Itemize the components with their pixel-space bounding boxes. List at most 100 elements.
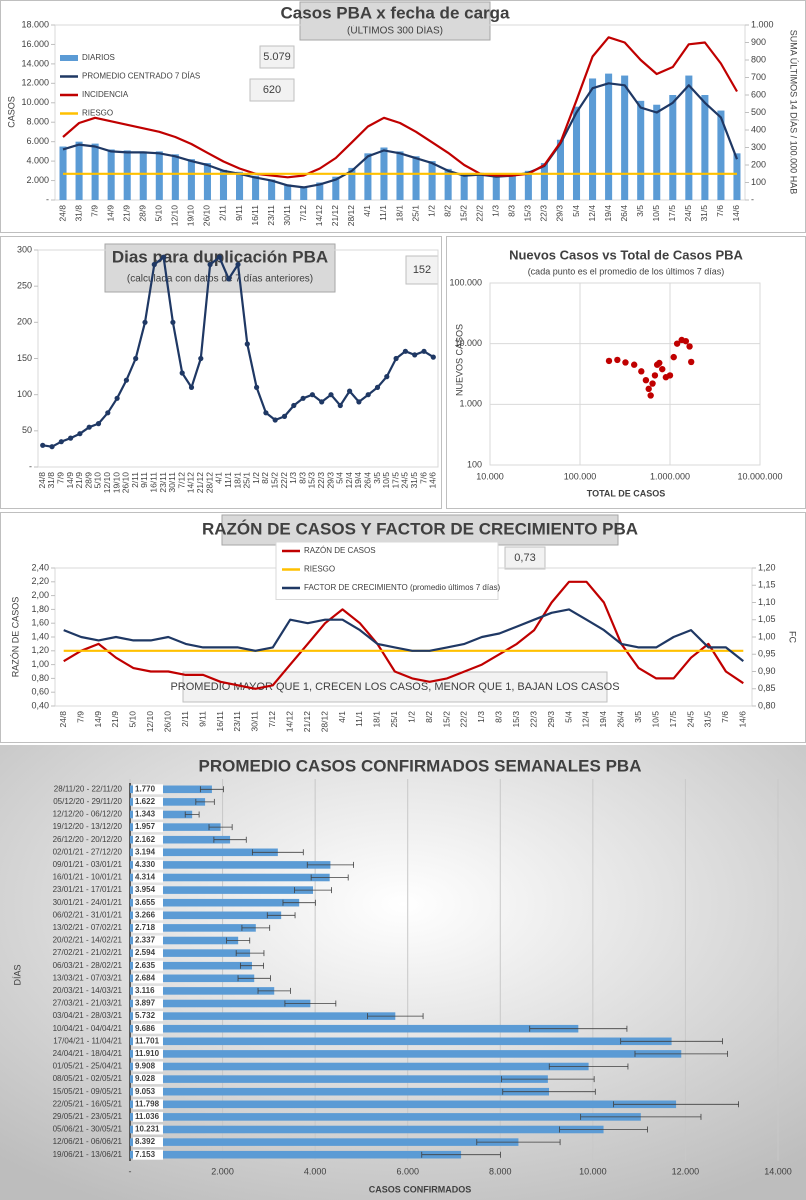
bar (130, 1150, 462, 1159)
value-label: 11.910 (135, 1049, 160, 1058)
value-label: 4.314 (135, 873, 156, 882)
x-tick-label: 8/3 (494, 711, 504, 723)
error-bar (241, 924, 271, 931)
x-tick-label: 4/1 (337, 711, 347, 723)
bar (91, 143, 99, 200)
value-label-box (133, 960, 163, 971)
x-tick-label: 2/11 (130, 472, 140, 488)
ratio-chart: RAZÓN DE CASOS Y FACTOR DE CRECIMIENTO P… (0, 512, 806, 743)
chart-title: Casos PBA x fecha de carga (281, 3, 511, 22)
y-tick-label: 16/01/21 - 10/01/21 (53, 873, 123, 882)
y-tick-label: 27/02/21 - 21/02/21 (53, 948, 123, 957)
x-axis-label: CASOS CONFIRMADOS (369, 1184, 472, 1194)
value-label-box (133, 1124, 163, 1135)
y-axis-label: NUEVOS CASOS (454, 324, 464, 396)
annotation-box (504, 546, 546, 570)
y-tick-label: 09/01/21 - 03/01/21 (53, 860, 123, 869)
x-tick-label: 21/12 (302, 711, 312, 733)
y-tick-label: 28/11/20 - 22/11/20 (54, 784, 123, 793)
point (605, 357, 613, 365)
cases-chart: Casos PBA x fecha de carga (ÚLTIMOS 300 D… (0, 0, 806, 233)
error-bar (548, 1063, 629, 1070)
y-tick-label: 0,60 (31, 687, 49, 697)
x-tick-label: 15/3 (511, 711, 521, 728)
x-tick-label: 30/11 (167, 472, 177, 493)
x-tick-label: 8/3 (297, 472, 307, 484)
error-bar (559, 1126, 648, 1133)
x-tick-label: 9/11 (139, 472, 149, 488)
y2-tick-label: 0,80 (758, 700, 776, 710)
x-tick-label: 7/12 (176, 472, 186, 489)
y2-axis-label: SUMA ÚLTIMOS 14 DÍAS / 100.000 HAB (789, 30, 799, 194)
x-tick-label: 23/11 (158, 472, 168, 493)
y2-tick-label: 1,20 (758, 562, 776, 572)
bar (412, 156, 420, 200)
point (651, 372, 659, 379)
value-label: 11.036 (135, 1112, 160, 1121)
y-tick-label: 05/12/20 - 29/11/20 (53, 797, 122, 806)
annotation: 5.079 (263, 51, 291, 63)
point (647, 392, 654, 399)
x-tick-label: 7/9 (75, 711, 85, 723)
value-label: 11.798 (135, 1099, 160, 1108)
x-tick-label: 100.000 (564, 471, 597, 481)
x-tick-label: 28/9 (138, 205, 148, 222)
value-label-box (133, 1086, 163, 1097)
legend-box (275, 541, 499, 600)
point (682, 337, 690, 345)
scatter-chart: Nuevos Casos vs Total de Casos PBA (cada … (446, 236, 806, 509)
point (622, 359, 629, 366)
x-tick-label: 12/4 (587, 205, 597, 222)
bar (130, 949, 251, 957)
x-tick-label: 16/11 (215, 711, 225, 732)
value-label: 3.116 (135, 986, 155, 995)
bar (717, 110, 725, 200)
bar (139, 151, 147, 200)
value-label-box (133, 859, 163, 870)
y-tick-label: 24/04/21 - 18/04/21 (53, 1049, 123, 1058)
x-tick-label: 15/2 (441, 711, 451, 728)
legend-label: PROMEDIO CENTRADO 7 DÍAS (82, 72, 200, 81)
x-tick-label: 30/11 (250, 711, 260, 732)
bar (130, 886, 314, 894)
x-tick-label: 26/4 (362, 472, 372, 489)
y-tick-label: 150 (17, 353, 32, 363)
x-tick-label: 23/11 (232, 711, 242, 732)
bar (130, 835, 231, 844)
x-tick-label: 24/5 (685, 711, 695, 728)
legend-label: DIARIOS (82, 53, 115, 62)
y-tick-label: 1.000 (459, 399, 482, 409)
y-axis-label: CASOS (6, 96, 16, 128)
x-tick-label: 14/6 (428, 472, 438, 489)
y-tick-label: 250 (17, 281, 32, 291)
y-tick-label: - (46, 194, 49, 204)
bar (130, 898, 300, 907)
y2-tick-label: 700 (751, 72, 766, 82)
value-label-box (133, 922, 163, 933)
x-tick-label: 16/11 (250, 205, 260, 226)
y-tick-label: 1,20 (31, 645, 49, 655)
x-tick-label: 15/3 (307, 472, 317, 489)
x-tick-label: 4/1 (362, 205, 372, 217)
x-tick-label: 14/9 (93, 711, 103, 728)
value-label-box (133, 935, 163, 946)
point (686, 343, 693, 350)
y-tick-label: 05/06/21 - 30/05/21 (53, 1125, 123, 1134)
bar (130, 1100, 677, 1109)
value-label: 3.897 (135, 999, 156, 1008)
x-tick-label: 24/8 (37, 472, 47, 489)
y2-tick-label: 200 (751, 159, 766, 169)
x-tick-label: 31/8 (46, 472, 56, 489)
bar (123, 150, 131, 200)
bar (524, 170, 532, 200)
x-tick-label: 5/4 (335, 472, 345, 484)
x-tick-label: 14/6 (738, 711, 748, 728)
x-tick-label: 12/4 (344, 472, 354, 489)
x-tick-label: 24/8 (58, 711, 68, 728)
bar (605, 73, 613, 200)
error-bar (257, 987, 291, 994)
value-label-box (133, 1011, 163, 1022)
point (666, 372, 674, 379)
y-tick-label: 19/06/21 - 13/06/21 (53, 1150, 123, 1159)
y-tick-label: 0,80 (31, 673, 49, 683)
